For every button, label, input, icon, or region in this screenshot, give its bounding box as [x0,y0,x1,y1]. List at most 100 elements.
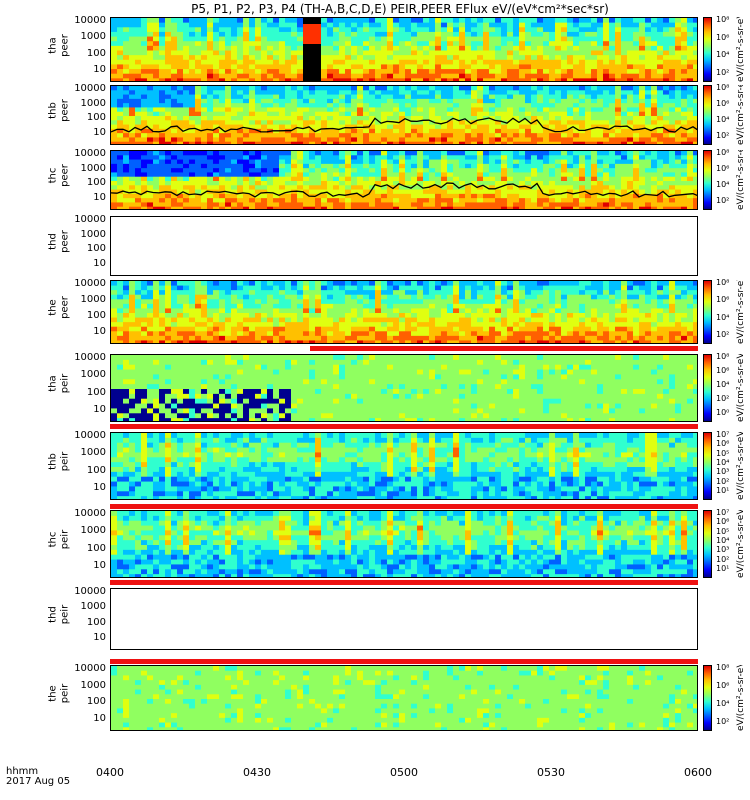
heatmap-cell [447,90,454,96]
heatmap-cell [297,50,304,56]
heatmap-cell [279,116,286,121]
heatmap-cell [465,107,472,113]
heatmap-cell [519,163,526,169]
heatmap-cell [243,86,250,91]
heatmap-cell [267,133,274,139]
heatmap-cell [603,50,610,56]
heatmap-cell [513,176,520,182]
colorbar-tick-label: 10⁸ [716,15,730,24]
heatmap-cell [609,181,616,186]
heatmap-cell [585,22,592,28]
heatmap-cell [465,176,472,182]
heatmap-cell [147,317,154,323]
heatmap-cell [453,285,460,291]
heatmap-cell [117,137,124,143]
heatmap-cell [333,185,340,191]
heatmap-cell [171,86,178,91]
heatmap-cell [363,137,370,143]
heatmap-cell [243,303,250,310]
heatmap-cell [195,94,202,100]
heatmap-cell [519,128,526,134]
heatmap-cell [465,111,472,117]
heatmap-cell [261,64,268,70]
heatmap-cell [585,133,592,139]
heatmap-cell [219,326,226,332]
heatmap-cell [687,98,694,104]
heatmap-cell [693,198,697,204]
heatmap-cell [459,128,466,134]
heatmap-cell [525,163,532,169]
heatmap-cell [591,64,598,70]
heatmap-cell [471,107,478,113]
heatmap-cell [297,133,304,139]
heatmap-cell [429,294,436,300]
heatmap-cell [573,206,580,209]
heatmap-cell [639,151,646,156]
heatmap-cell [489,45,496,52]
heatmap-cell [135,111,142,117]
heatmap-cell [273,172,280,178]
heatmap-cell [657,69,664,75]
heatmap-cell [375,116,382,121]
heatmap-cell [447,294,454,300]
heatmap-cell [369,290,376,296]
heatmap-cell [627,107,634,113]
heatmap-cell [327,331,334,337]
heatmap-cell [321,36,328,42]
heatmap-cell [531,137,538,143]
heatmap-cell [615,141,622,144]
heatmap-cell [633,78,640,81]
heatmap-cell [657,94,664,100]
heatmap-cell [381,116,388,121]
heatmap-cell [441,185,448,191]
heatmap-cell [333,31,340,38]
heatmap-cell [393,73,400,79]
heatmap-cell [339,176,346,182]
heatmap-cell [597,155,604,161]
heatmap-cell [687,116,694,121]
heatmap-cell [297,281,304,287]
heatmap-cell [291,168,298,174]
heatmap-cell [549,189,556,195]
heatmap-cell [333,294,340,300]
heatmap-cell [123,107,130,113]
heatmap-cell [447,313,454,319]
heatmap-cell [261,331,268,337]
heatmap-cell [621,193,628,199]
heatmap-cell [627,206,634,209]
heatmap-cell [171,185,178,191]
heatmap-cell [429,202,436,208]
heatmap-cell [627,176,634,182]
heatmap-cell [375,141,382,144]
heatmap-cell [429,137,436,143]
heatmap-cell [339,98,346,104]
heatmap-cell [315,181,322,186]
heatmap-cell [111,331,118,337]
heatmap-cell [465,64,472,70]
heatmap-cell [141,185,148,191]
heatmap-cell [513,107,520,113]
heatmap-cell [393,133,400,139]
heatmap-cell [369,59,376,66]
heatmap-cell [255,151,262,156]
heatmap-cell [423,98,430,104]
colorbar-tick-label: 10⁴ [716,115,730,124]
heatmap-cell [675,98,682,104]
heatmap-cell [573,90,580,96]
heatmap-cell [279,94,286,100]
heatmap-cell [129,193,136,199]
heatmap-cell [501,18,508,24]
heatmap-cell [267,198,274,204]
heatmap-cell [387,326,394,332]
heatmap-cell [555,189,562,195]
heatmap-cell [363,285,370,291]
heatmap-cell [447,124,454,130]
heatmap-cell [315,281,322,287]
heatmap-cell [675,176,682,182]
heatmap-cell [159,181,166,186]
heatmap-cell [207,176,214,182]
heatmap-cell [291,107,298,113]
heatmap-cell [453,206,460,209]
heatmap-cell [387,290,394,296]
heatmap-cell [501,202,508,208]
